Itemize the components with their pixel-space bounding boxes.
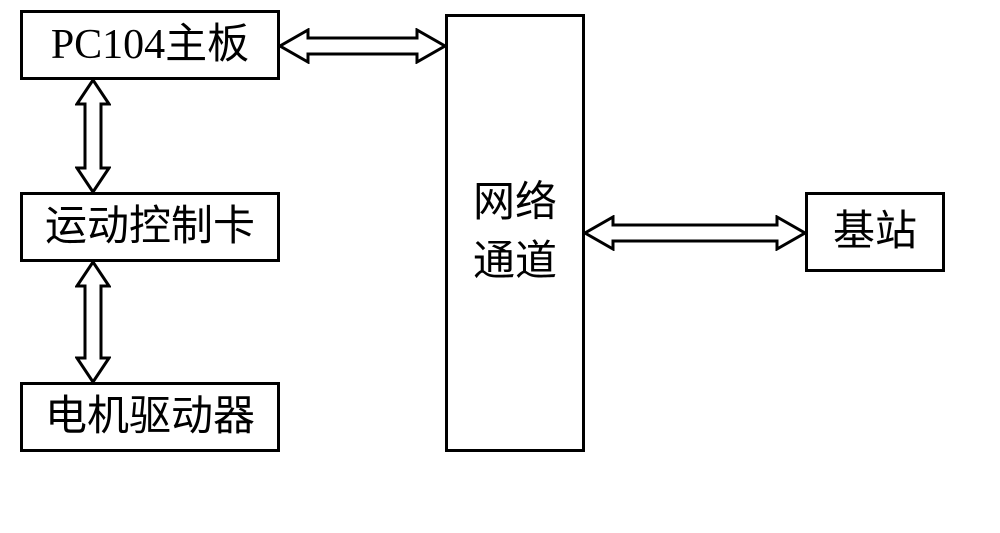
- base-station-box: 基站: [805, 192, 945, 272]
- pc104-label: PC104主板: [51, 20, 249, 70]
- arrow-network-basestation: [585, 215, 805, 251]
- network-channel-label-line2: 通道: [473, 233, 557, 292]
- arrow-pc104-network: [280, 28, 445, 64]
- base-station-label: 基站: [833, 207, 917, 257]
- network-channel-label-line1: 网络: [473, 174, 557, 233]
- motor-driver-label: 电机驱动器: [45, 392, 255, 442]
- motion-card-box: 运动控制卡: [20, 192, 280, 262]
- arrow-motioncard-motordriver: [75, 262, 111, 382]
- network-channel-label: 网络 通道: [473, 174, 557, 292]
- network-channel-box: 网络 通道: [445, 14, 585, 452]
- motor-driver-box: 电机驱动器: [20, 382, 280, 452]
- pc104-box: PC104主板: [20, 10, 280, 80]
- motion-card-label: 运动控制卡: [45, 202, 255, 252]
- arrow-pc104-motioncard: [75, 80, 111, 192]
